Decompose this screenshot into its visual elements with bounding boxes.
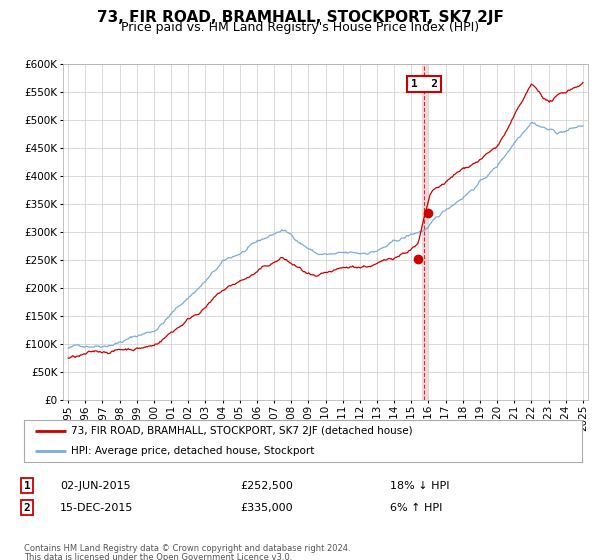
Text: 1: 1 [23, 480, 31, 491]
Text: Contains HM Land Registry data © Crown copyright and database right 2024.: Contains HM Land Registry data © Crown c… [24, 544, 350, 553]
Text: 1  2: 1 2 [410, 79, 437, 89]
Text: 15-DEC-2015: 15-DEC-2015 [60, 503, 133, 513]
Text: 2: 2 [23, 503, 31, 513]
Text: 73, FIR ROAD, BRAMHALL, STOCKPORT, SK7 2JF (detached house): 73, FIR ROAD, BRAMHALL, STOCKPORT, SK7 2… [71, 426, 413, 436]
Text: Price paid vs. HM Land Registry's House Price Index (HPI): Price paid vs. HM Land Registry's House … [121, 21, 479, 34]
Text: 73, FIR ROAD, BRAMHALL, STOCKPORT, SK7 2JF: 73, FIR ROAD, BRAMHALL, STOCKPORT, SK7 2… [97, 10, 503, 25]
Text: HPI: Average price, detached house, Stockport: HPI: Average price, detached house, Stoc… [71, 446, 315, 456]
Text: £335,000: £335,000 [240, 503, 293, 513]
Bar [422, 64, 427, 400]
Text: £252,500: £252,500 [240, 480, 293, 491]
Text: 18% ↓ HPI: 18% ↓ HPI [390, 480, 449, 491]
Text: 6% ↑ HPI: 6% ↑ HPI [390, 503, 442, 513]
Text: This data is licensed under the Open Government Licence v3.0.: This data is licensed under the Open Gov… [24, 553, 292, 560]
Text: 02-JUN-2015: 02-JUN-2015 [60, 480, 131, 491]
